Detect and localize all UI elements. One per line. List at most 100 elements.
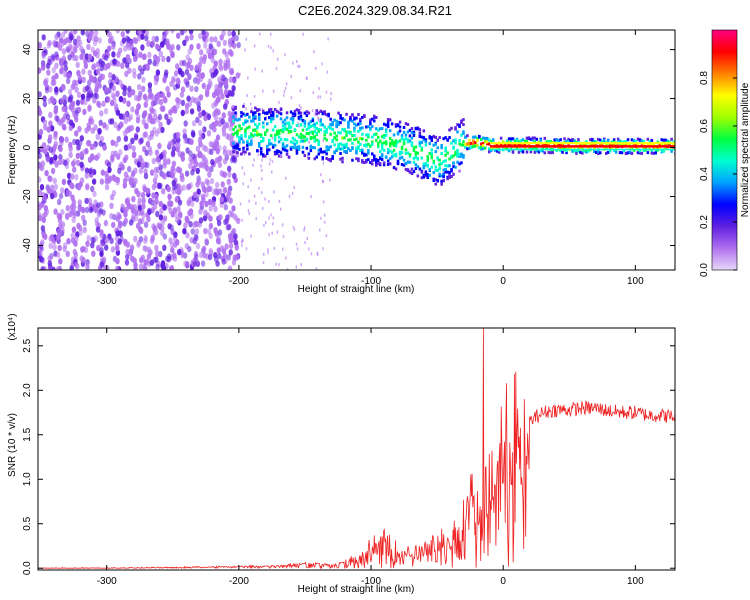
heatmap-cell (50, 53, 56, 61)
heatmap-cell (531, 136, 535, 140)
heatmap-cell (271, 111, 275, 114)
heatmap-cell (258, 118, 261, 121)
heatmap-cell (232, 108, 235, 112)
heatmap-cell (612, 143, 616, 147)
heatmap-cell (307, 156, 311, 160)
heatmap-cell (484, 146, 487, 150)
heatmap-cell (458, 142, 461, 146)
heatmap-cell (232, 119, 235, 123)
heatmap-cell (52, 243, 57, 251)
heatmap-cell (260, 140, 263, 143)
heatmap-cell (236, 118, 239, 122)
heatmap-cell (310, 252, 313, 256)
heatmap-cell (71, 226, 77, 233)
heatmap-cell (218, 63, 223, 71)
heatmap-cell (432, 161, 435, 165)
heatmap-cell (189, 34, 194, 41)
heatmap-cell (242, 150, 245, 154)
heatmap-cell (231, 30, 236, 37)
heatmap-cell (287, 130, 291, 134)
heatmap-cell (147, 51, 152, 59)
heatmap-cell (416, 165, 420, 169)
heatmap-cell (410, 136, 414, 140)
heatmap-cell (319, 123, 322, 127)
heatmap-cell (495, 146, 499, 150)
heatmap-cell (418, 144, 422, 148)
heatmap-cell (54, 51, 59, 58)
heatmap-cell (98, 119, 103, 127)
heatmap-cell (155, 69, 161, 76)
heatmap-cell (158, 50, 164, 58)
heatmap-cell (63, 105, 68, 113)
heatmap-cell (108, 37, 113, 44)
heatmap-cell (125, 199, 130, 207)
heatmap-cell (73, 240, 78, 247)
heatmap-cell (329, 145, 332, 149)
heatmap-cell (167, 193, 172, 200)
heatmap-cell (52, 39, 57, 47)
heatmap-cell (388, 162, 392, 166)
heatmap-cell (297, 64, 299, 68)
heatmap-cell (50, 125, 55, 132)
heatmap-cell (236, 134, 239, 138)
heatmap-cell (219, 34, 224, 41)
heatmap-cell (234, 105, 237, 109)
heatmap-cell (149, 259, 154, 266)
heatmap-cell (359, 142, 362, 146)
heatmap-cell (90, 76, 96, 83)
heatmap-cell (84, 53, 89, 60)
heatmap-cell (41, 142, 47, 149)
heatmap-cell (295, 140, 299, 144)
heatmap-cell (136, 210, 141, 217)
heatmap-cell (55, 115, 60, 123)
heatmap-cell (242, 140, 245, 144)
heatmap-cell (398, 152, 402, 156)
heatmap-cell (642, 143, 646, 147)
heatmap-cell (74, 86, 79, 93)
heatmap-cell (56, 228, 61, 235)
heatmap-cell (295, 133, 299, 137)
heatmap-cell (616, 140, 620, 144)
heatmap-cell (656, 146, 659, 150)
heatmap-cell (273, 150, 277, 154)
heatmap-cell (228, 249, 233, 256)
heatmap-cell (234, 215, 239, 222)
heatmap-cell (254, 123, 257, 126)
heatmap-cell (263, 224, 265, 227)
heatmap-cell (636, 137, 640, 141)
heatmap-cell (38, 91, 42, 98)
heatmap-cell (618, 151, 622, 155)
heatmap-cell (183, 260, 188, 267)
heatmap-cell (225, 193, 231, 200)
heatmap-cell (396, 159, 400, 163)
heatmap-cell (173, 70, 179, 77)
heatmap-cell (51, 97, 57, 105)
heatmap-cell (277, 135, 281, 139)
heatmap-cell (573, 149, 576, 153)
heatmap-cell (43, 148, 48, 155)
heatmap-cell (241, 218, 243, 222)
heatmap-cell (51, 266, 56, 270)
heatmap-cell (81, 214, 86, 222)
heatmap-cell (248, 115, 251, 119)
heatmap-cell (303, 135, 307, 139)
heatmap-cell (450, 167, 453, 171)
heatmap-cell (270, 46, 272, 50)
heatmap-cell (46, 69, 51, 76)
heatmap-cell (597, 152, 600, 155)
heatmap-cell (620, 151, 624, 155)
heatmap-cell (394, 139, 398, 143)
heatmap-cell (301, 145, 305, 149)
heatmap-cell (388, 129, 392, 133)
heatmap-cell (259, 32, 261, 36)
heatmap-cell (101, 100, 106, 107)
heatmap-cell (72, 166, 77, 173)
heatmap-cell (325, 234, 328, 238)
heatmap-cell (198, 151, 203, 159)
heatmap-cell (120, 31, 126, 38)
heatmap-cell (573, 146, 576, 150)
heatmap-cell (59, 97, 65, 104)
heatmap-cell (464, 135, 467, 139)
heatmap-cell (96, 100, 101, 108)
heatmap-cell (289, 140, 293, 144)
